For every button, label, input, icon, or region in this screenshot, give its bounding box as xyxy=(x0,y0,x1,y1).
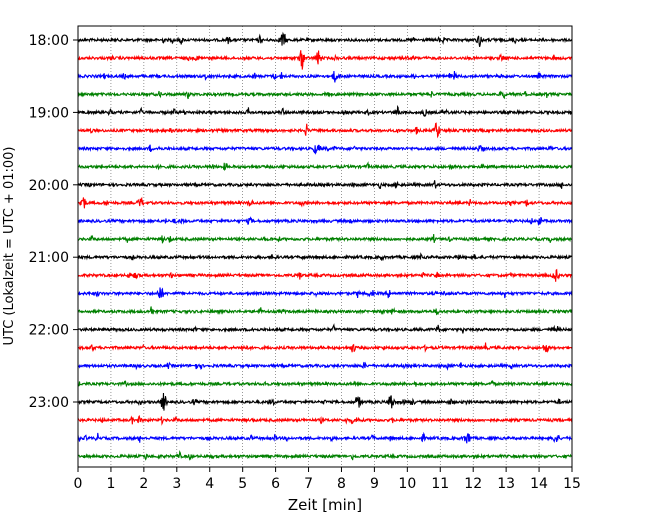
seismogram-trace xyxy=(77,90,573,100)
seismogram-trace xyxy=(77,414,573,426)
x-tick-label: 6 xyxy=(271,476,280,492)
y-tick-label: 22:00 xyxy=(29,323,69,339)
x-tick-label: 1 xyxy=(106,476,115,492)
seismogram-trace xyxy=(77,268,573,282)
seismogram-trace xyxy=(77,180,573,190)
plot-frame xyxy=(77,25,573,468)
y-tick-label: 18:00 xyxy=(29,33,69,49)
x-tick-label: 7 xyxy=(304,476,313,492)
seismogram-trace xyxy=(77,306,573,316)
x-tick-label: 15 xyxy=(563,476,581,492)
y-axis-label: UTC (Lokalzeit = UTC + 01:00) xyxy=(2,147,17,346)
seismogram-traces xyxy=(77,31,573,461)
seismogram-trace xyxy=(77,122,573,139)
seismogram-trace xyxy=(77,449,573,461)
x-tick-label: 14 xyxy=(530,476,548,492)
y-tick-label: 20:00 xyxy=(29,178,69,194)
x-axis-ticks: 0 1 2 3 4 5 6 7 8 9 10 11 12 13 14 15 xyxy=(74,467,581,492)
y-tick-label: 21:00 xyxy=(29,250,69,266)
seismogram-trace xyxy=(77,252,573,262)
x-tick-label: 4 xyxy=(205,476,214,492)
seismogram-trace xyxy=(77,216,573,226)
seismogram-trace xyxy=(77,104,573,117)
x-tick-label: 12 xyxy=(464,476,482,492)
x-tick-label: 2 xyxy=(139,476,148,492)
y-tick-label: 19:00 xyxy=(29,105,69,121)
seismogram-trace xyxy=(77,50,573,70)
x-tick-label: 0 xyxy=(74,476,83,492)
seismogram-trace xyxy=(77,71,573,83)
seismogram-trace xyxy=(77,233,573,244)
seismogram-trace xyxy=(77,431,573,444)
x-tick-label: 10 xyxy=(398,476,416,492)
seismogram-trace xyxy=(77,161,573,172)
x-tick-label: 3 xyxy=(172,476,181,492)
seismogram-trace xyxy=(77,144,573,155)
seismogram-trace xyxy=(77,31,573,47)
seismogram-trace xyxy=(77,323,573,334)
seismogram-trace xyxy=(77,196,573,209)
y-axis-ticks: 18:00 19:00 20:00 21:00 22:00 23:00 xyxy=(29,33,78,411)
seismogram-trace xyxy=(77,342,573,353)
y-tick-label: 23:00 xyxy=(29,395,69,411)
seismogram-trace xyxy=(77,287,573,299)
x-tick-label: 13 xyxy=(497,476,515,492)
x-tick-label: 11 xyxy=(431,476,449,492)
x-tick-label: 8 xyxy=(337,476,346,492)
x-tick-label: 5 xyxy=(238,476,247,492)
x-tick-label: 9 xyxy=(370,476,379,492)
x-axis-label: Zeit [min] xyxy=(288,496,362,514)
seismogram-trace xyxy=(77,380,573,388)
seismogram-trace xyxy=(77,361,573,371)
seismogram-trace xyxy=(77,392,573,411)
